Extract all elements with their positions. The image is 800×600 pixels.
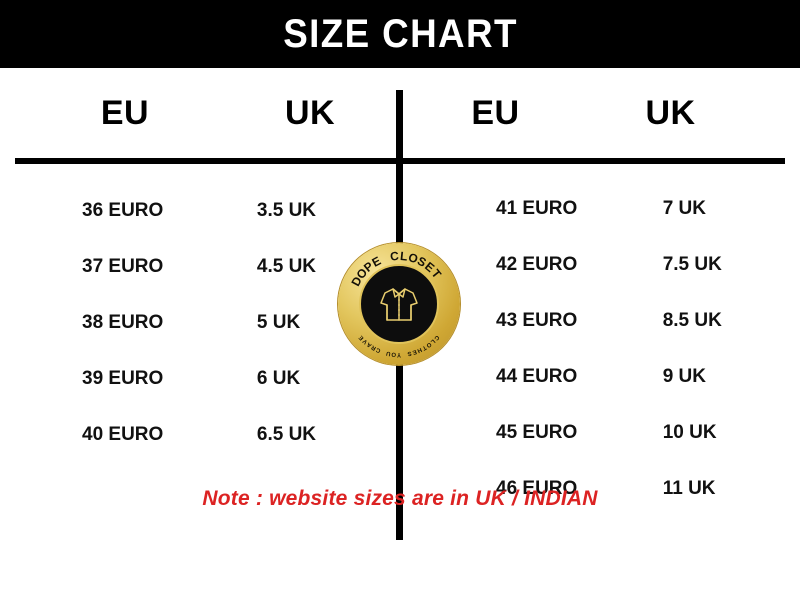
logo-arc-char: Y — [396, 351, 402, 357]
table-row: 40 EURO 6.5 UK — [0, 406, 396, 462]
cell-uk: 7.5 UK — [662, 253, 722, 275]
shirt-icon — [380, 288, 418, 321]
size-chart-body: EU UK 36 EURO 3.5 UK 37 EURO 4.5 UK 38 E… — [0, 68, 800, 600]
cell-uk: 7 UK — [662, 197, 706, 219]
footer-note: Note : website sizes are in UK / INDIAN — [202, 487, 598, 510]
table-header-row-right: EU UK — [403, 68, 800, 158]
cell-eu: 44 EURO — [496, 365, 578, 387]
page-title: SIZE CHART — [282, 12, 518, 56]
table-row: 44 EURO 9 UK — [403, 348, 800, 404]
cell-uk: 3.5 UK — [256, 199, 317, 221]
cell-eu: 42 EURO — [496, 253, 578, 275]
column-header-eu-left: EU — [100, 94, 150, 132]
header-banner: SIZE CHART — [0, 0, 800, 68]
cell-eu: 36 EURO — [82, 199, 164, 221]
table-row: 37 EURO 4.5 UK — [0, 238, 396, 294]
cell-eu: 41 EURO — [496, 197, 578, 219]
logo-arc-char: O — [391, 350, 397, 357]
cell-uk: 6.5 UK — [256, 423, 317, 445]
cell-eu: 38 EURO — [82, 311, 164, 333]
size-table-left: EU UK 36 EURO 3.5 UK 37 EURO 4.5 UK 38 E… — [0, 68, 396, 444]
table-row: 39 EURO 6 UK — [0, 350, 396, 406]
column-header-uk-right: UK — [645, 94, 696, 132]
cell-uk: 6 UK — [256, 367, 301, 389]
cell-eu: 39 EURO — [82, 367, 164, 389]
cell-uk: 4.5 UK — [256, 255, 317, 277]
column-header-eu-right: EU — [471, 94, 520, 132]
cell-uk: 10 UK — [662, 421, 717, 443]
size-table-right: EU UK 41 EURO 7 UK 42 EURO 7.5 UK 43 EUR… — [403, 68, 800, 498]
table-header-row-left: EU UK — [0, 68, 396, 158]
cell-eu: 37 EURO — [82, 255, 164, 277]
table-row: 36 EURO 3.5 UK — [0, 182, 396, 238]
cell-eu: 45 EURO — [496, 421, 578, 443]
cell-eu: 46 EURO — [496, 477, 578, 499]
table-row: 41 EURO 7 UK — [403, 180, 800, 236]
table-body-right: 41 EURO 7 UK 42 EURO 7.5 UK 43 EURO 8.5 … — [403, 180, 800, 516]
table-body-left: 36 EURO 3.5 UK 37 EURO 4.5 UK 38 EURO 5 … — [0, 182, 396, 462]
table-row: 45 EURO 10 UK — [403, 404, 800, 460]
table-row: 46 EURO 11 UK — [403, 460, 800, 516]
table-row: 38 EURO 5 UK — [0, 294, 396, 350]
cell-eu: 43 EURO — [496, 309, 578, 331]
cell-uk: 11 UK — [662, 477, 716, 499]
table-row: 42 EURO 7.5 UK — [403, 236, 800, 292]
cell-uk: 5 UK — [256, 311, 301, 333]
cell-uk: 9 UK — [662, 365, 706, 387]
column-header-uk-left: UK — [284, 94, 336, 132]
table-row: 43 EURO 8.5 UK — [403, 292, 800, 348]
cell-uk: 8.5 UK — [662, 309, 722, 331]
cell-eu: 40 EURO — [82, 423, 164, 445]
